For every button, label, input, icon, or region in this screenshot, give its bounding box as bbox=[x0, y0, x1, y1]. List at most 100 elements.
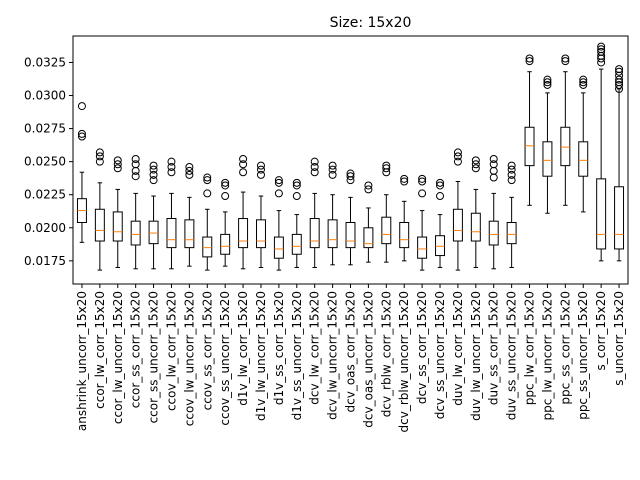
flier-point bbox=[95, 148, 104, 157]
flier-point bbox=[292, 192, 301, 201]
flier-point bbox=[77, 102, 86, 111]
flier-point bbox=[436, 178, 445, 187]
flier-point bbox=[221, 178, 230, 187]
flier-point bbox=[471, 156, 480, 165]
flier-point bbox=[149, 176, 158, 185]
flier-point bbox=[203, 189, 212, 198]
box bbox=[524, 126, 535, 167]
flier-point bbox=[615, 67, 624, 76]
x-tick-label: ccov_ss_uncorr_15x20 bbox=[218, 291, 232, 426]
flier-point bbox=[203, 173, 212, 182]
flier-point bbox=[400, 174, 409, 183]
flier-point bbox=[507, 165, 516, 174]
x-tick-label: ccov_lw_corr_15x20 bbox=[164, 291, 178, 411]
flier-point bbox=[579, 78, 588, 87]
flier-point bbox=[489, 155, 498, 164]
flier-point bbox=[418, 189, 427, 198]
y-tick-label: 0.0225 bbox=[24, 188, 66, 202]
x-tick-label: duv_ss_corr_15x20 bbox=[487, 291, 501, 405]
x-tick-label: ppc_lw_uncorr_15x20 bbox=[540, 291, 554, 420]
flier-point bbox=[418, 174, 427, 183]
flier-point bbox=[418, 177, 427, 186]
x-tick-label: dcv_oas_corr_15x20 bbox=[344, 291, 358, 413]
x-tick-label: duv_lw_uncorr_15x20 bbox=[469, 291, 483, 421]
box bbox=[256, 219, 266, 249]
y-tick-label: 0.0325 bbox=[24, 55, 66, 69]
x-tick-label: ppc_ss_corr_15x20 bbox=[558, 291, 572, 405]
x-tick-label: s_corr_15x20 bbox=[594, 291, 608, 371]
flier-point bbox=[274, 178, 283, 187]
flier-point bbox=[489, 173, 498, 182]
box bbox=[542, 141, 553, 177]
box bbox=[327, 219, 338, 249]
flier-point bbox=[453, 152, 462, 161]
flier-point bbox=[507, 176, 516, 185]
flier-point bbox=[167, 162, 176, 171]
x-tick-label: dcv_oas_uncorr_15x20 bbox=[361, 291, 375, 428]
flier-point bbox=[113, 156, 122, 165]
flier-point bbox=[131, 172, 140, 181]
flier-point bbox=[256, 170, 265, 179]
box bbox=[94, 208, 105, 242]
y-tick-label: 0.0200 bbox=[24, 221, 66, 235]
flier-point bbox=[346, 172, 355, 181]
chart-title: Size: 15x20 bbox=[330, 15, 412, 31]
flier-point bbox=[167, 157, 176, 166]
box bbox=[238, 218, 249, 249]
flier-point bbox=[256, 161, 265, 170]
x-tick-label: ppc_ss_uncorr_15x20 bbox=[576, 291, 590, 420]
flier-point bbox=[543, 75, 552, 84]
x-tick-label: ccor_lw_uncorr_15x20 bbox=[111, 291, 125, 424]
flier-point bbox=[292, 178, 301, 187]
flier-point bbox=[525, 54, 534, 63]
x-tick-label: dcv_rblw_corr_15x20 bbox=[379, 291, 393, 417]
box bbox=[470, 212, 481, 242]
axes-frame bbox=[72, 35, 629, 285]
flier-point bbox=[239, 160, 248, 169]
flier-point bbox=[95, 157, 104, 166]
box bbox=[488, 220, 499, 246]
box bbox=[452, 208, 463, 242]
x-tick-label: ccor_lw_corr_15x20 bbox=[93, 291, 107, 409]
flier-point bbox=[615, 80, 624, 89]
flier-point bbox=[131, 166, 140, 175]
box bbox=[435, 235, 445, 257]
flier-point bbox=[149, 165, 158, 174]
flier-point bbox=[292, 181, 301, 190]
flier-point bbox=[185, 166, 194, 175]
x-tick-label: ccov_lw_uncorr_15x20 bbox=[182, 291, 196, 426]
flier-point bbox=[579, 75, 588, 84]
flier-point bbox=[310, 157, 319, 166]
flier-point bbox=[346, 176, 355, 185]
flier-point bbox=[274, 189, 283, 198]
flier-point bbox=[507, 161, 516, 170]
box bbox=[399, 221, 410, 249]
x-tick-label: duv_lw_corr_15x20 bbox=[451, 291, 465, 406]
box bbox=[273, 236, 284, 259]
flier-point bbox=[436, 192, 445, 201]
flier-point bbox=[185, 162, 194, 171]
x-tick-label: ccor_ss_uncorr_15x20 bbox=[147, 291, 161, 423]
flier-point bbox=[400, 177, 409, 186]
flier-point bbox=[239, 168, 248, 177]
box bbox=[417, 236, 428, 259]
y-tick-label: 0.0175 bbox=[24, 254, 66, 268]
flier-point bbox=[310, 162, 319, 171]
flier-point bbox=[221, 181, 230, 190]
flier-point bbox=[167, 168, 176, 177]
flier-point bbox=[113, 164, 122, 173]
flier-point bbox=[561, 57, 570, 66]
flier-point bbox=[579, 80, 588, 89]
x-tick-label: anshrink_uncorr_15x20 bbox=[75, 291, 89, 431]
box bbox=[560, 126, 571, 167]
flier-point bbox=[113, 160, 122, 169]
flier-point bbox=[274, 176, 283, 185]
y-tick-label: 0.0250 bbox=[24, 155, 66, 169]
flier-point bbox=[471, 160, 480, 169]
box bbox=[148, 220, 159, 245]
flier-point bbox=[597, 42, 606, 51]
x-tick-label: ccor_ss_corr_15x20 bbox=[129, 291, 143, 408]
flier-point bbox=[131, 155, 140, 164]
